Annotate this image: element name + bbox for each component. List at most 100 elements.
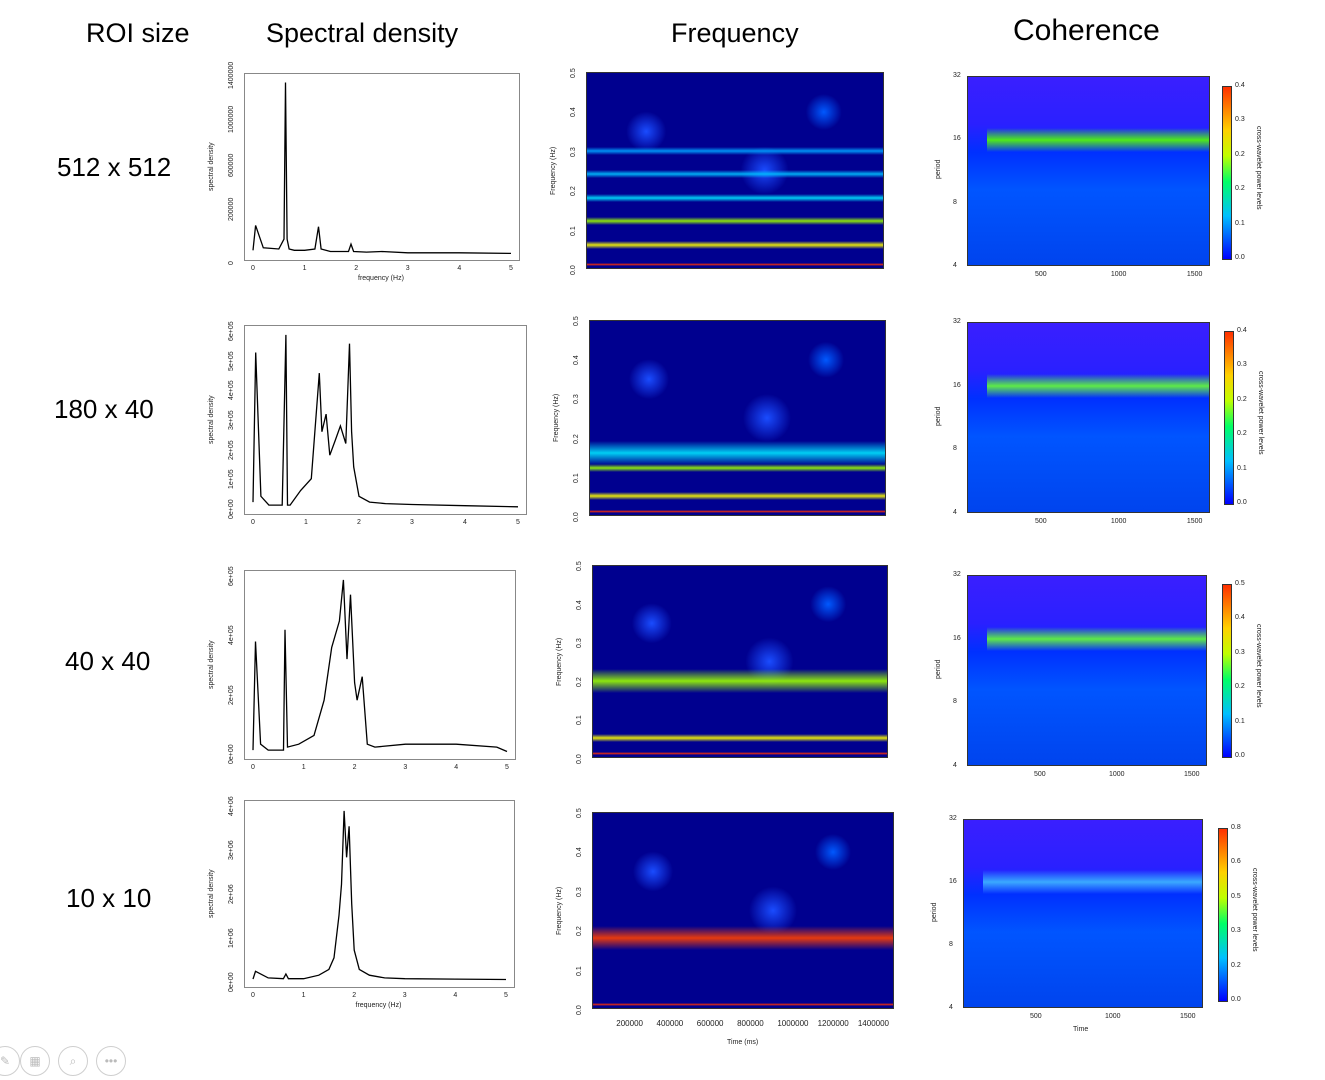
frequency-band [593, 669, 887, 693]
frequency-y-tick: 0.3 [576, 887, 583, 897]
frequency-y-tick: 0.5 [573, 316, 580, 326]
coherence-y-tick: 32 [953, 318, 961, 325]
spectral-x-tick: 0 [251, 265, 255, 272]
frequency-y-tick: 0.0 [576, 1005, 583, 1015]
spectral-y-tick: 0e+00 [228, 499, 235, 519]
colorbar-tick: 0.3 [1231, 927, 1241, 934]
spectral-y-tick: 0e+00 [228, 972, 235, 992]
spectral-x-tick: 3 [403, 992, 407, 999]
frequency-y-label: Frequency (Hz) [550, 146, 557, 194]
frequency-band [593, 734, 887, 742]
frequency-y-tick: 0.4 [570, 108, 577, 118]
spectral-y-tick: 2e+05 [228, 685, 235, 705]
spectral-density-plot [244, 325, 527, 515]
colorbar-tick: 0.2 [1237, 430, 1247, 437]
colorbar-tick: 0.1 [1235, 718, 1245, 725]
coherence-y-tick: 4 [953, 262, 957, 269]
spectral-density-plot [244, 73, 520, 261]
frequency-y-tick: 0.5 [576, 561, 583, 571]
header-spectral-density: Spectral density [266, 18, 458, 49]
coherence-y-tick: 32 [953, 72, 961, 79]
pen-icon[interactable]: ✎ [0, 1046, 20, 1076]
coherence-y-tick: 16 [953, 382, 961, 389]
more-icon[interactable]: ••• [96, 1046, 126, 1076]
frequency-band [590, 464, 885, 472]
coherence-x-tick: 1500 [1187, 518, 1203, 525]
spectral-y-label: spectral density [208, 395, 215, 444]
spectral-y-tick: 2e+06 [228, 884, 235, 904]
spectral-density-series [253, 335, 518, 507]
coherence-colorbar [1224, 331, 1234, 505]
spectral-x-tick: 4 [463, 519, 467, 526]
frequency-band [593, 752, 887, 755]
coherence-y-label: period [931, 902, 938, 921]
colorbar-tick: 0.0 [1231, 996, 1241, 1003]
spectral-density-plot [244, 570, 516, 760]
spectral-x-tick: 1 [302, 992, 306, 999]
frequency-band [587, 263, 883, 266]
spectral-y-tick: 1e+06 [228, 928, 235, 948]
coherence-colorbar [1218, 828, 1228, 1002]
spectral-x-tick: 2 [357, 519, 361, 526]
spectral-y-label: spectral density [208, 640, 215, 689]
coherence-x-tick: 1500 [1184, 771, 1200, 778]
zoom-icon[interactable]: ⌕ [58, 1046, 88, 1076]
spectral-y-tick: 200000 [228, 198, 235, 221]
frequency-x-tick: 1000000 [777, 1019, 808, 1028]
roi-label-40x40: 40 x 40 [65, 646, 150, 677]
colorbar-tick: 0.0 [1237, 499, 1247, 506]
frequency-x-tick: 1400000 [858, 1019, 889, 1028]
spectral-y-tick: 4e+05 [228, 626, 235, 646]
spectral-y-tick: 2e+05 [228, 440, 235, 460]
frequency-y-tick: 0.0 [576, 754, 583, 764]
roi-label-512: 512 x 512 [57, 152, 171, 183]
coherence-x-tick: 500 [1035, 271, 1047, 278]
frequency-y-tick: 0.4 [576, 600, 583, 610]
frequency-y-tick: 0.3 [576, 638, 583, 648]
frequency-y-tick: 0.1 [570, 226, 577, 236]
coherence-x-tick: 500 [1030, 1013, 1042, 1020]
frequency-y-tick: 0.0 [573, 512, 580, 522]
spectral-x-tick: 1 [302, 764, 306, 771]
spectral-density-series [253, 83, 511, 254]
frequency-spectrogram [592, 565, 888, 758]
frequency-y-tick: 0.3 [570, 147, 577, 157]
spectral-density-series [253, 811, 506, 980]
frequency-band [590, 441, 885, 465]
spectral-x-tick: 0 [251, 992, 255, 999]
spectral-y-tick: 6e+05 [228, 566, 235, 586]
coherence-x-tick: 1500 [1187, 271, 1203, 278]
frequency-y-tick: 0.1 [576, 716, 583, 726]
colorbar-tick: 0.8 [1231, 824, 1241, 831]
spectral-y-tick: 4e+05 [228, 381, 235, 401]
spectral-y-label: spectral density [208, 142, 215, 191]
colorbar-tick: 0.0 [1235, 752, 1245, 759]
spectral-x-tick: 3 [410, 519, 414, 526]
coherence-x-label: Time [1073, 1026, 1088, 1033]
colorbar-tick: 0.1 [1237, 465, 1247, 472]
spectral-density-svg [245, 801, 514, 987]
coherence-y-tick: 4 [953, 762, 957, 769]
frequency-y-label: Frequency (Hz) [553, 394, 560, 442]
slides-icon[interactable]: ▦ [20, 1046, 50, 1076]
frequency-band [587, 217, 883, 225]
colorbar-tick: 0.1 [1235, 220, 1245, 227]
spectral-x-label: frequency (Hz) [358, 275, 404, 282]
spectral-x-tick: 0 [251, 519, 255, 526]
frequency-y-tick: 0.2 [570, 186, 577, 196]
coherence-wavelet-plot [967, 76, 1210, 266]
spectral-x-tick: 5 [505, 764, 509, 771]
spectral-x-tick: 1 [304, 519, 308, 526]
coherence-y-tick: 32 [953, 571, 961, 578]
colorbar-tick: 0.0 [1235, 254, 1245, 261]
frequency-y-tick: 0.1 [573, 473, 580, 483]
coherence-wavelet-plot [967, 322, 1210, 513]
spectral-density-svg [245, 74, 519, 260]
spectral-y-tick: 0e+00 [228, 744, 235, 764]
colorbar-label: cross-wavelet power levels [1251, 868, 1258, 952]
colorbar-tick: 0.2 [1231, 962, 1241, 969]
colorbar-tick: 0.2 [1235, 185, 1245, 192]
frequency-band [590, 510, 885, 513]
colorbar-label: cross-wavelet power levels [1257, 371, 1264, 455]
colorbar-tick: 0.4 [1237, 327, 1247, 334]
